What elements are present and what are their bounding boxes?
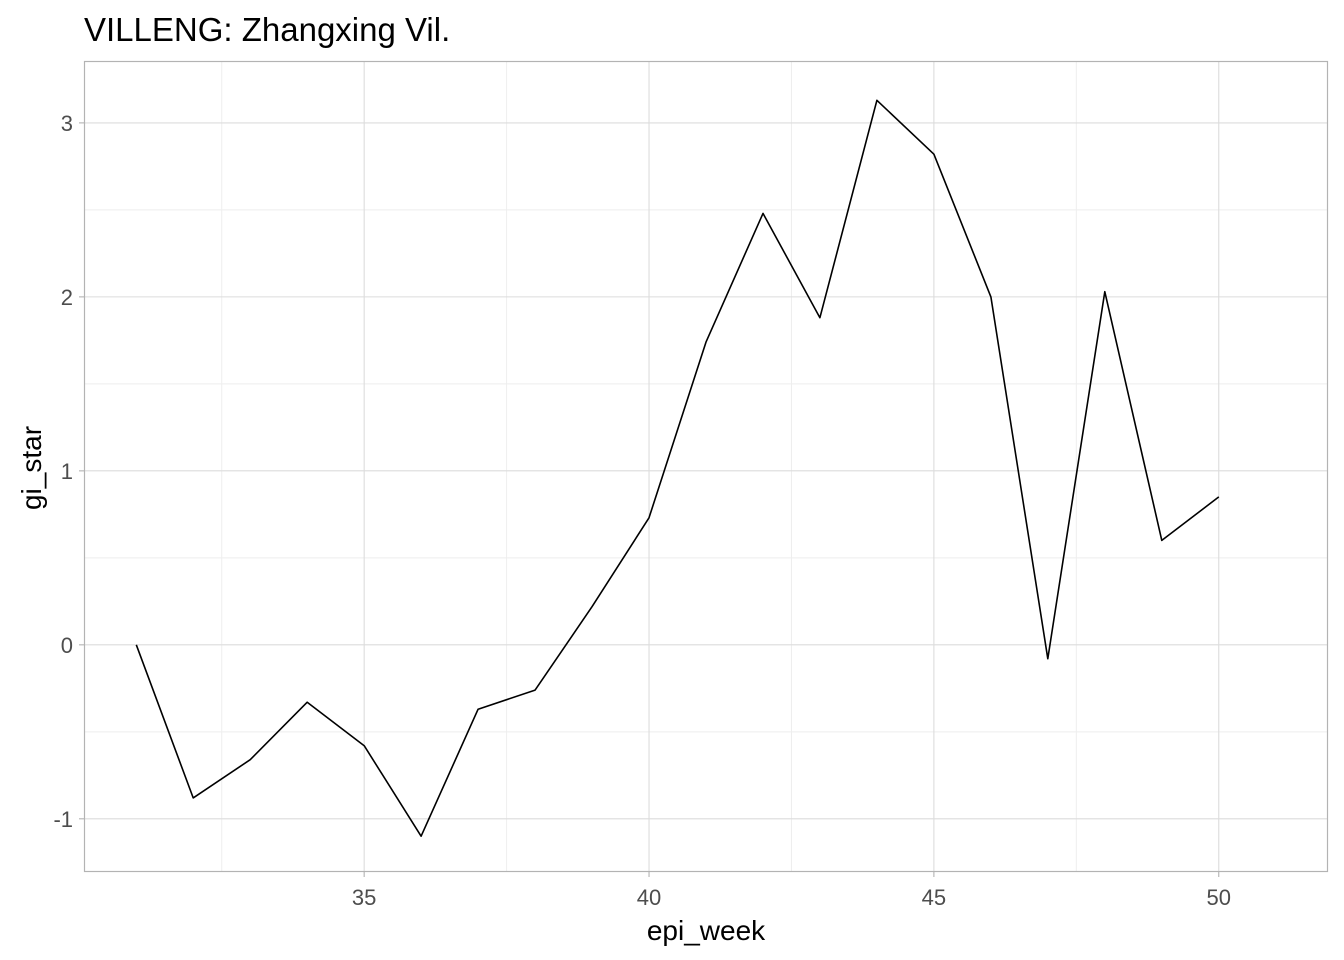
series-line bbox=[135, 99, 1220, 837]
data-point bbox=[819, 317, 821, 319]
data-point bbox=[306, 701, 308, 703]
y-axis-ticks: -1 0 1 2 3 bbox=[53, 111, 85, 832]
data-point bbox=[1047, 658, 1049, 660]
x-tick-label: 50 bbox=[1207, 885, 1231, 910]
data-point bbox=[990, 296, 992, 298]
chart-title: VILLENG: Zhangxing Vil. bbox=[84, 11, 450, 48]
minor-gridlines bbox=[85, 62, 1327, 871]
data-point bbox=[1104, 291, 1106, 293]
data-point bbox=[135, 644, 137, 646]
plot-panel-border bbox=[83, 60, 1329, 873]
data-point bbox=[933, 153, 935, 155]
data-point bbox=[591, 606, 593, 608]
data-point bbox=[705, 341, 707, 343]
data-point bbox=[192, 797, 194, 799]
x-tick-label: 40 bbox=[637, 885, 661, 910]
data-point bbox=[249, 759, 251, 761]
x-axis-ticks: 35 40 45 50 bbox=[352, 871, 1231, 910]
data-point bbox=[762, 212, 764, 214]
x-tick-label: 35 bbox=[352, 885, 376, 910]
data-point bbox=[420, 835, 422, 837]
data-point bbox=[1161, 539, 1163, 541]
data-point bbox=[534, 689, 536, 691]
data-point bbox=[363, 745, 365, 747]
data-point bbox=[1218, 496, 1220, 498]
y-tick-label: 2 bbox=[61, 285, 73, 310]
data-point bbox=[876, 99, 878, 101]
y-axis-title: gi_star bbox=[16, 426, 47, 510]
y-tick-label: 1 bbox=[61, 459, 73, 484]
x-tick-label: 45 bbox=[922, 885, 946, 910]
x-axis-title: epi_week bbox=[647, 915, 766, 946]
data-point bbox=[648, 517, 650, 519]
y-tick-label: 0 bbox=[61, 633, 73, 658]
major-gridlines bbox=[85, 62, 1327, 871]
y-tick-label: 3 bbox=[61, 111, 73, 136]
y-tick-label: -1 bbox=[53, 807, 73, 832]
data-point bbox=[477, 708, 479, 710]
